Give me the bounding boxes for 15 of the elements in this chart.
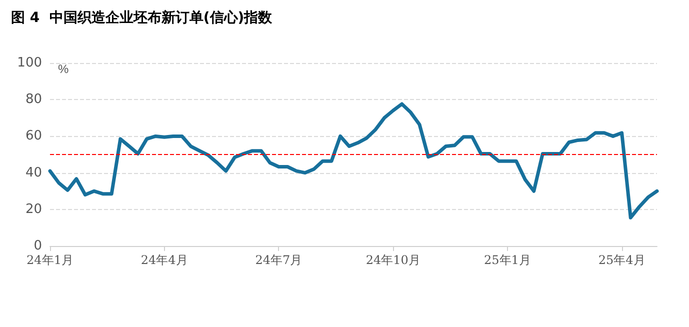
y-tick-label: 100 (17, 56, 42, 70)
y-tick-label: 40 (25, 165, 42, 180)
x-tick-label: 25年1月 (484, 253, 531, 267)
y-axis-title: % (58, 62, 69, 76)
x-tick-label: 24年4月 (140, 253, 188, 267)
y-tick-label: 60 (25, 128, 42, 144)
line-series (48, 102, 659, 220)
y-tick-label: 0 (34, 238, 42, 254)
x-tick-label: 24年1月 (26, 253, 74, 267)
chart-title: 图 4 中国织造企业坯布新订单(信心)指数 (11, 9, 274, 26)
y-tick-label: 20 (25, 202, 42, 217)
y-tick-label: 80 (25, 92, 42, 108)
x-tick-label: 24年7月 (255, 253, 302, 267)
x-tick-label: 25年4月 (598, 253, 646, 267)
x-tick-label: 24年10月 (366, 253, 420, 267)
